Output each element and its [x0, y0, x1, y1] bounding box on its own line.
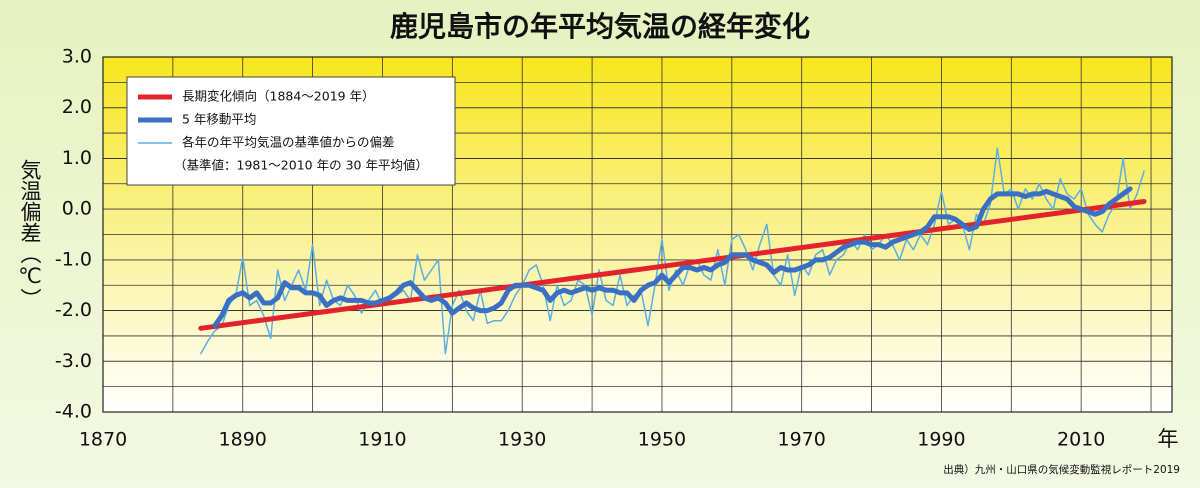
x-tick-label: 1930	[498, 429, 546, 451]
x-tick-label: 1910	[358, 429, 406, 451]
legend-label: 5 年移動平均	[182, 112, 256, 127]
legend-note: （基準値：1981～2010 年の 30 年平均値）	[174, 158, 428, 173]
series-line	[198, 199, 1147, 331]
legend-label: 長期変化傾向（1884～2019 年）	[182, 89, 375, 104]
x-tick-label: 1950	[638, 429, 686, 451]
source: 出典）九州・山口県の気候変動監視レポート2019	[943, 463, 1180, 476]
x-tick-label: 2010	[1057, 429, 1105, 451]
x-tick-label: 1890	[219, 429, 267, 451]
x-axis-label: 年	[1158, 427, 1179, 451]
y-tick-label: 0.0	[62, 198, 92, 220]
y-tick-label: -2.0	[55, 299, 92, 321]
legend-box	[126, 76, 456, 186]
y-tick-label: 1.0	[62, 147, 92, 169]
x-tick-label: 1970	[778, 429, 826, 451]
y-tick-label: 3.0	[62, 46, 92, 68]
x-tick-label: 1990	[917, 429, 965, 451]
legend-label: 各年の年平均気温の基準値からの偏差	[182, 135, 395, 150]
plot-frame	[102, 56, 1173, 413]
chart-title: 鹿児島市の年平均気温の経年変化	[390, 10, 810, 43]
x-tick-label: 1870	[79, 429, 127, 451]
y-axis-label: 気温偏差（℃）	[18, 159, 42, 309]
y-tick-label: -3.0	[55, 350, 92, 372]
y-tick-label: 2.0	[62, 96, 92, 118]
y-tick-label: -1.0	[55, 248, 92, 270]
y-tick-label: -4.0	[55, 401, 92, 423]
series-line	[212, 186, 1133, 329]
